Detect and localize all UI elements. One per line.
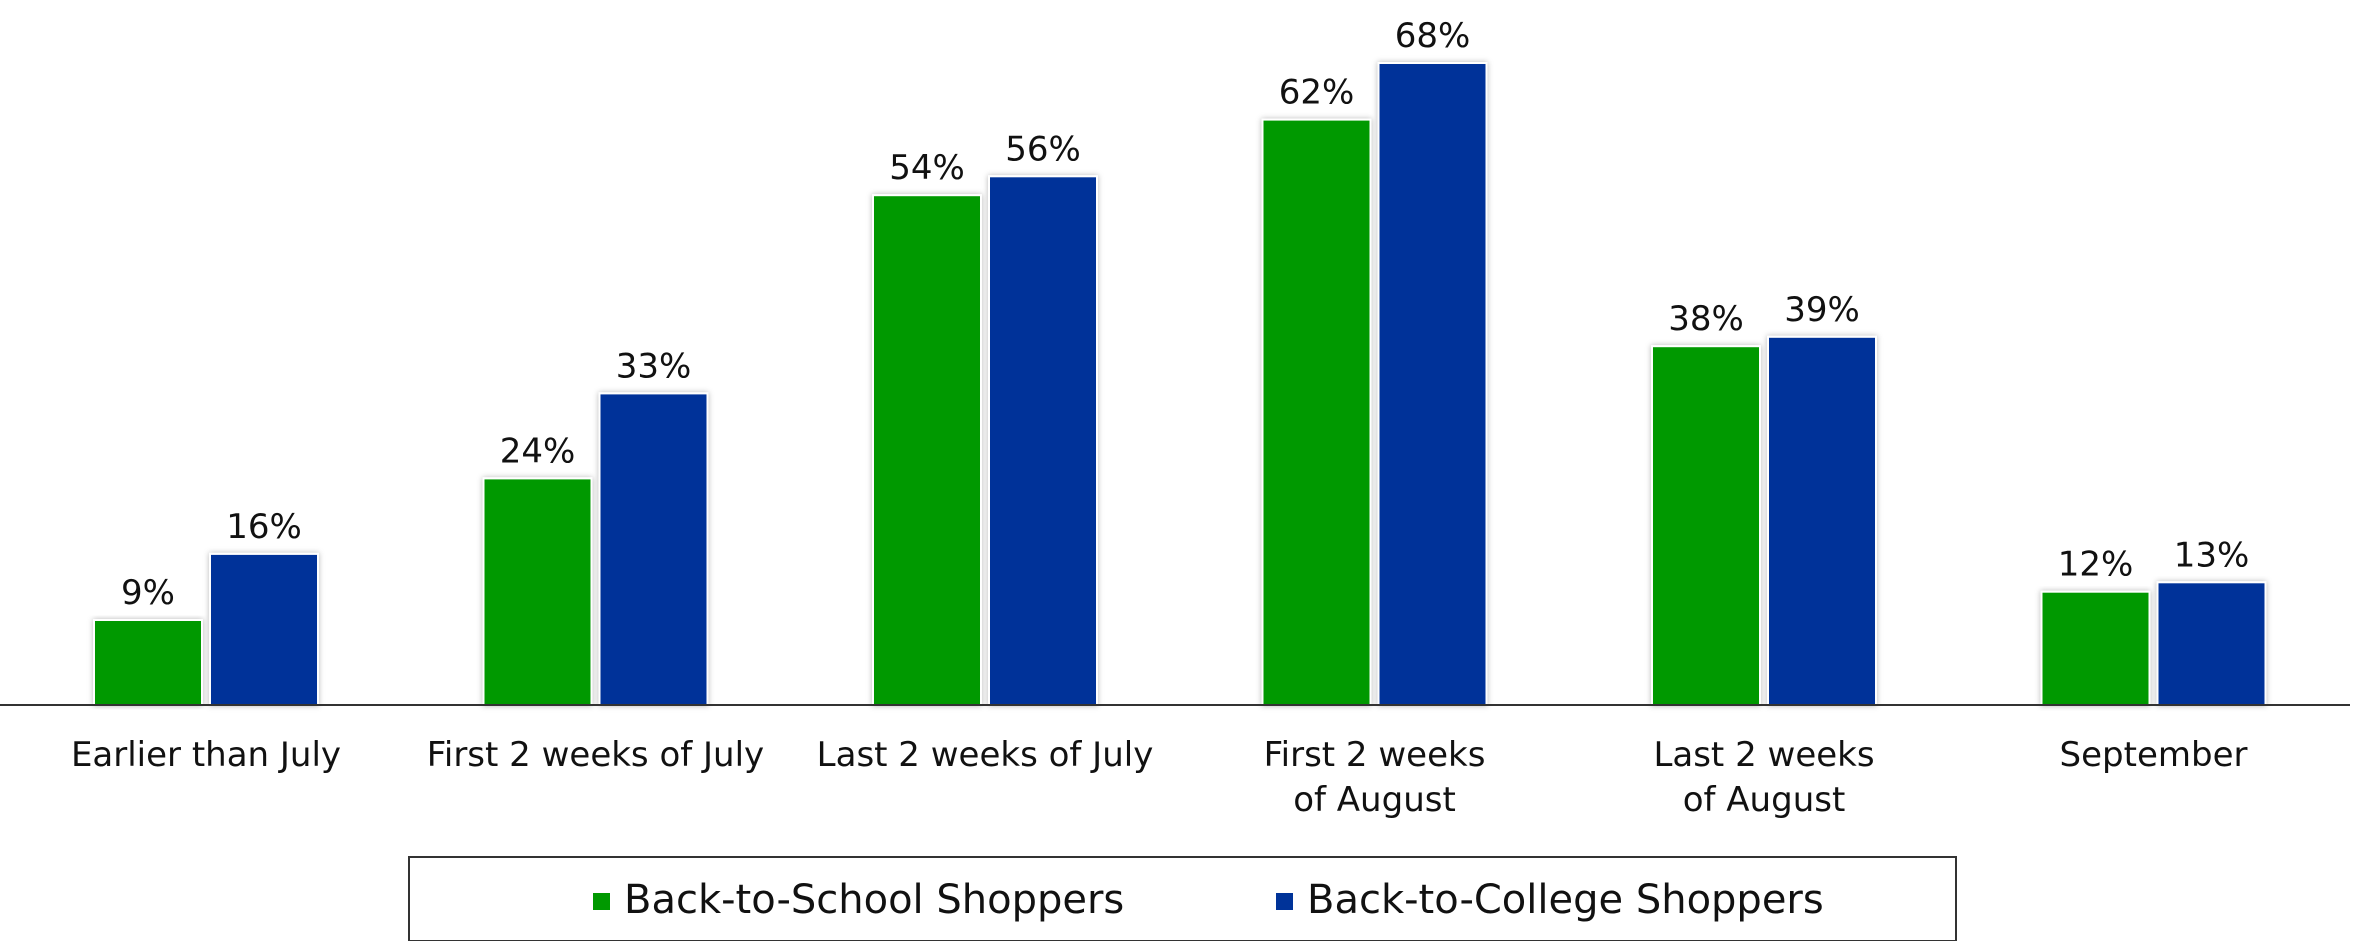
x-tick-label-last-2-weeks-of-august: Last 2 weeks of August <box>1653 735 1874 820</box>
x-tick-label-last-2-weeks-of-july: Last 2 weeks of July <box>817 735 1154 775</box>
data-label-back-to-school-shoppers-first-2-weeks-of-july: 24% <box>500 431 576 471</box>
data-label-back-to-school-shoppers-september: 12% <box>2058 545 2134 585</box>
bar-back-to-school-shoppers-first-2-weeks-of-august <box>1261 118 1372 707</box>
data-label-back-to-school-shoppers-last-2-weeks-of-july: 54% <box>889 148 965 188</box>
bar-back-to-school-shoppers-last-2-weeks-of-july <box>872 194 982 706</box>
legend-swatch-college <box>1276 893 1293 910</box>
bar-back-to-college-shoppers-first-2-weeks-of-july <box>598 392 709 706</box>
legend-label-college: Back-to-College Shoppers <box>1307 877 1824 923</box>
data-label-back-to-college-shoppers-september: 13% <box>2174 535 2250 575</box>
data-label-back-to-school-shoppers-last-2-weeks-of-august: 38% <box>1668 299 1744 339</box>
bar-back-to-college-shoppers-last-2-weeks-of-august <box>1767 335 1877 706</box>
x-tick-label-earlier-than-july: Earlier than July <box>71 735 341 775</box>
bar-back-to-college-shoppers-first-2-weeks-of-august <box>1377 62 1488 706</box>
bar-back-to-school-shoppers-first-2-weeks-of-july <box>482 477 593 706</box>
bar-back-to-college-shoppers-september <box>2156 581 2267 706</box>
data-label-back-to-college-shoppers-last-2-weeks-of-august: 39% <box>1784 290 1860 330</box>
data-label-back-to-school-shoppers-earlier-than-july: 9% <box>121 573 175 613</box>
data-label-back-to-school-shoppers-first-2-weeks-of-august: 62% <box>1279 73 1355 113</box>
bar-back-to-school-shoppers-earlier-than-july <box>93 619 203 706</box>
data-label-back-to-college-shoppers-last-2-weeks-of-july: 56% <box>1005 129 1081 169</box>
data-label-back-to-college-shoppers-first-2-weeks-of-august: 68% <box>1395 16 1471 56</box>
x-tick-label-first-2-weeks-of-august: First 2 weeks of August <box>1264 735 1486 820</box>
bar-back-to-school-shoppers-september <box>2040 590 2151 707</box>
x-tick-label-first-2-weeks-of-july: First 2 weeks of July <box>427 735 764 775</box>
legend-swatch-school <box>593 893 610 910</box>
x-tick-label-september: September <box>2060 735 2248 775</box>
data-label-back-to-college-shoppers-earlier-than-july: 16% <box>226 507 302 547</box>
labels-layer: 9% 16% Earlier than July 24% 33% First 2 week… <box>71 16 2249 820</box>
legend-label-school: Back-to-School Shoppers <box>624 877 1124 923</box>
legend: Back-to-School Shoppers Back-to-College … <box>408 856 1957 942</box>
data-label-back-to-college-shoppers-first-2-weeks-of-july: 33% <box>616 346 692 386</box>
bars-layer <box>93 62 2267 707</box>
bar-back-to-school-shoppers-last-2-weeks-of-august <box>1651 345 1761 706</box>
bar-back-to-college-shoppers-earlier-than-july <box>209 552 319 707</box>
bar-back-to-college-shoppers-last-2-weeks-of-july <box>988 175 1098 707</box>
